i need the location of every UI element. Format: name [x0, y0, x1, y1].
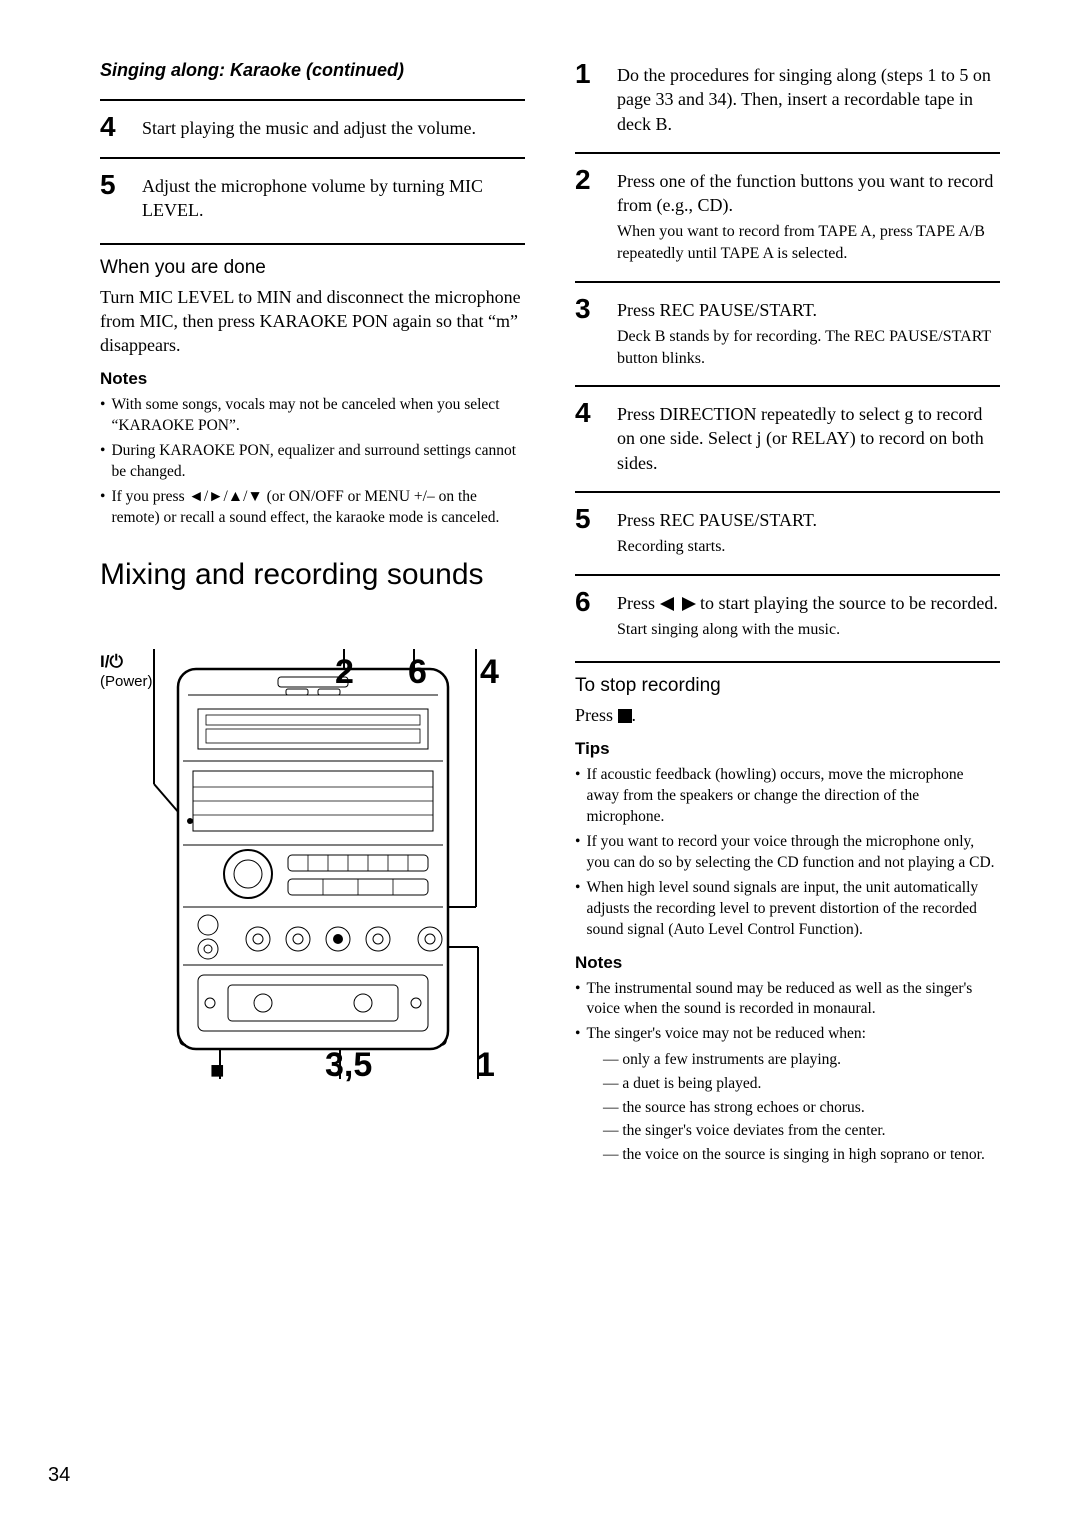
bullet-icon: • [575, 765, 580, 828]
step-subtext: When you want to record from TAPE A, pre… [617, 221, 1000, 264]
step-text: Adjust the microphone volume by turning … [142, 171, 525, 223]
subnote-text: the singer's voice deviates from the cen… [622, 1122, 885, 1139]
step-5: 5 Press REC PAUSE/START. Recording start… [575, 491, 1000, 574]
section-title: Singing along: Karaoke (continued) [100, 60, 525, 81]
power-label-text: (Power) [100, 673, 153, 690]
note-text: If you press ◄/►/▲/▼ (or ON/OFF or MENU … [111, 487, 525, 529]
bullet-icon: • [575, 1024, 580, 1045]
bullet-icon: • [100, 441, 105, 483]
list-item: • If acoustic feedback (howling) occurs,… [575, 765, 1000, 828]
step-text: Press to start playing the source to be … [617, 588, 998, 615]
callout-6: 6 [408, 653, 427, 692]
bullet-icon: • [575, 832, 580, 874]
power-icon: I/⏻ [100, 652, 123, 671]
right-column: 1 Do the procedures for singing along (s… [575, 60, 1000, 1168]
list-item: • The singer's voice may not be reduced … [575, 1024, 1000, 1045]
notes-heading-right: Notes [575, 953, 1000, 973]
list-item: — the singer's voice deviates from the c… [603, 1120, 1000, 1142]
tips-list: • If acoustic feedback (howling) occurs,… [575, 765, 1000, 940]
stop-text-prefix: Press [575, 705, 618, 725]
note-text: The instrumental sound may be reduced as… [586, 979, 1000, 1021]
bullet-icon: • [100, 395, 105, 437]
stop-icon [618, 709, 632, 723]
step-text: Start playing the music and adjust the v… [142, 113, 476, 141]
list-item: • If you press ◄/►/▲/▼ (or ON/OFF or MEN… [100, 487, 525, 529]
callout-3-5: 3,5 [325, 1046, 372, 1085]
step-text: Press REC PAUSE/START. [617, 295, 1000, 322]
tip-text: If you want to record your voice through… [586, 832, 1000, 874]
callout-1: 1 [476, 1046, 495, 1085]
power-label: I/⏻ (Power) [100, 651, 153, 692]
step-text: Press REC PAUSE/START. [617, 505, 817, 532]
callout-2: 2 [335, 653, 354, 692]
note-text: During KARAOKE PON, equalizer and surrou… [111, 441, 525, 483]
step-number: 4 [575, 399, 599, 475]
when-done-heading: When you are done [100, 243, 525, 279]
step-number: 1 [575, 60, 599, 136]
step-text-prefix: Press [617, 593, 660, 613]
when-done-body: Turn MIC LEVEL to MIN and disconnect the… [100, 285, 525, 358]
list-item: • When high level sound signals are inpu… [575, 878, 1000, 941]
list-item: • During KARAOKE PON, equalizer and surr… [100, 441, 525, 483]
subnote-text: the source has strong echoes or chorus. [622, 1099, 864, 1116]
list-item: — a duet is being played. [603, 1073, 1000, 1095]
step-number: 3 [575, 295, 599, 369]
note-text: With some songs, vocals may not be cance… [111, 395, 525, 437]
note-text: The singer's voice may not be reduced wh… [586, 1024, 866, 1045]
list-item: — the source has strong echoes or chorus… [603, 1097, 1000, 1119]
step-4: 4 Press DIRECTION repeatedly to select g… [575, 385, 1000, 491]
step-subtext: Recording starts. [617, 536, 817, 558]
bullet-icon: • [100, 487, 105, 529]
step-1: 1 Do the procedures for singing along (s… [575, 60, 1000, 152]
device-diagram-wrapper: I/⏻ (Power) 2 6 4 [100, 649, 525, 1079]
stop-text-suffix: . [632, 705, 637, 725]
list-item: — only a few instruments are playing. [603, 1049, 1000, 1071]
subnote-text: the voice on the source is singing in hi… [622, 1146, 984, 1163]
step-number: 2 [575, 166, 599, 265]
step-number: 6 [575, 588, 599, 641]
step-5: 5 Adjust the microphone volume by turnin… [100, 157, 525, 239]
step-2: 2 Press one of the function buttons you … [575, 152, 1000, 281]
tip-text: If acoustic feedback (howling) occurs, m… [586, 765, 1000, 828]
step-6: 6 Press to start playing the source to b… [575, 574, 1000, 657]
list-item: — the voice on the source is singing in … [603, 1144, 1000, 1166]
step-number: 5 [575, 505, 599, 558]
subnote-text: a duet is being played. [622, 1075, 761, 1092]
subnote-text: only a few instruments are playing. [622, 1051, 841, 1068]
step-4: 4 Start playing the music and adjust the… [100, 99, 525, 157]
page-number: 34 [48, 1464, 70, 1487]
two-column-layout: Singing along: Karaoke (continued) 4 Sta… [100, 60, 1000, 1168]
tip-text: When high level sound signals are input,… [586, 878, 1000, 941]
bullet-icon: • [575, 979, 580, 1021]
step-text: Press DIRECTION repeatedly to select g t… [617, 399, 1000, 475]
step-number: 4 [100, 113, 124, 141]
callout-4: 4 [480, 653, 499, 692]
device-svg [128, 649, 498, 1079]
stop-icon: ■ [210, 1057, 225, 1085]
notes-heading: Notes [100, 369, 525, 389]
play-icon [660, 597, 696, 611]
notes-list-right: • The instrumental sound may be reduced … [575, 979, 1000, 1046]
step-3: 3 Press REC PAUSE/START. Deck B stands b… [575, 281, 1000, 385]
device-diagram [100, 649, 525, 1079]
step-subtext: Start singing along with the music. [617, 619, 998, 641]
mixing-recording-heading: Mixing and recording sounds [100, 557, 525, 593]
stop-recording-heading: To stop recording [575, 661, 1000, 697]
list-item: • If you want to record your voice throu… [575, 832, 1000, 874]
step-text: Do the procedures for singing along (ste… [617, 60, 1000, 136]
stop-recording-body: Press . [575, 703, 1000, 727]
sub-notes-list: — only a few instruments are playing. — … [603, 1049, 1000, 1165]
notes-list: • With some songs, vocals may not be can… [100, 395, 525, 529]
step-text-suffix: to start playing the source to be record… [700, 593, 998, 613]
list-item: • The instrumental sound may be reduced … [575, 979, 1000, 1021]
tips-heading: Tips [575, 739, 1000, 759]
bullet-icon: • [575, 878, 580, 941]
step-number: 5 [100, 171, 124, 223]
step-subtext: Deck B stands by for recording. The REC … [617, 326, 1000, 369]
step-text: Press one of the function buttons you wa… [617, 166, 1000, 218]
left-column: Singing along: Karaoke (continued) 4 Sta… [100, 60, 525, 1168]
list-item: • With some songs, vocals may not be can… [100, 395, 525, 437]
